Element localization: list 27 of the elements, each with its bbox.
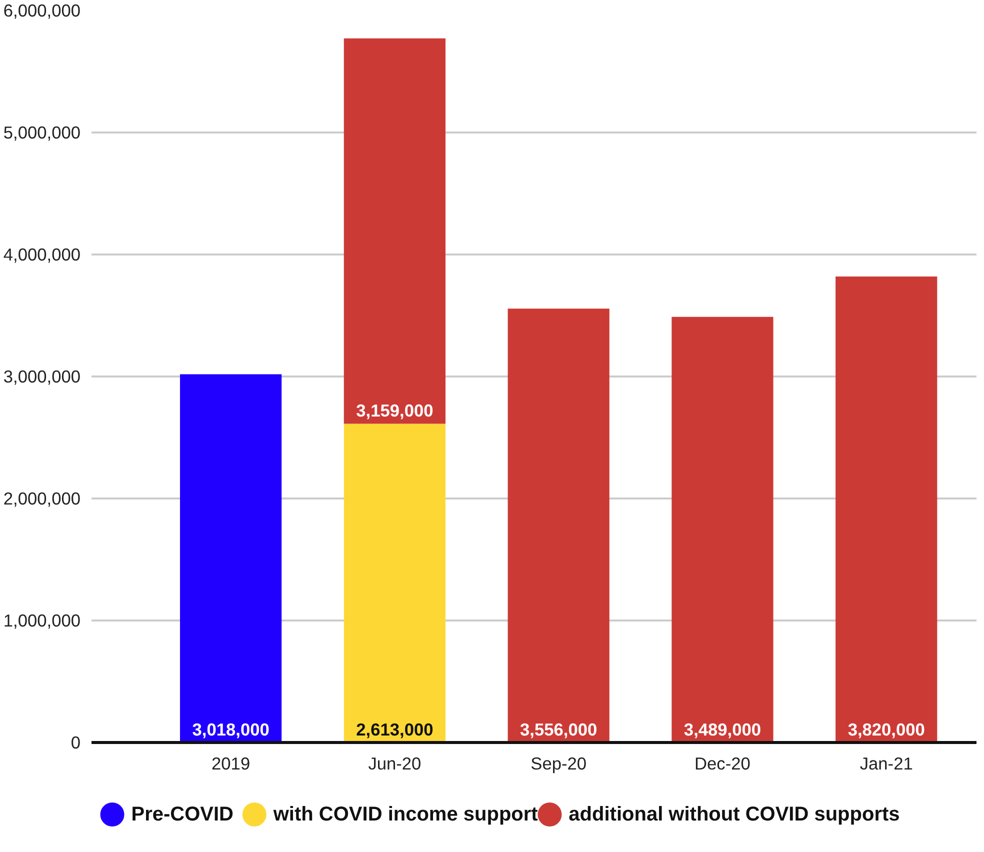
x-tick-label: Jan-21 [860, 754, 913, 774]
legend-label: additional without COVID supports [568, 804, 900, 826]
bar [508, 308, 610, 742]
bar [836, 276, 938, 742]
y-tick-label: 6,000,000 [3, 0, 81, 20]
y-tick-label: 2,000,000 [3, 488, 81, 508]
data-label: 2,613,000 [356, 720, 434, 740]
x-tick-label: Jun-20 [368, 754, 422, 774]
legend-label: with COVID income support [272, 804, 538, 826]
x-tick-label: Dec-20 [694, 754, 750, 774]
x-tick-label: 2019 [212, 754, 250, 774]
y-tick-label: 1,000,000 [3, 610, 81, 630]
data-label: 3,018,000 [192, 720, 270, 740]
bar [344, 424, 446, 742]
y-tick-label: 5,000,000 [3, 122, 81, 142]
bar [180, 374, 282, 742]
data-label: 3,159,000 [356, 400, 434, 421]
data-label: 3,489,000 [684, 720, 762, 740]
y-tick-label: 4,000,000 [3, 244, 81, 264]
bar [344, 38, 446, 424]
y-tick-label: 3,000,000 [3, 366, 81, 386]
data-label: 3,556,000 [520, 720, 598, 740]
bar [672, 316, 774, 742]
legend-label: Pre-COVID [131, 804, 234, 826]
y-tick-label: 0 [70, 732, 81, 752]
data-label: 3,820,000 [848, 720, 925, 740]
x-tick-label: Sep-20 [530, 754, 587, 774]
